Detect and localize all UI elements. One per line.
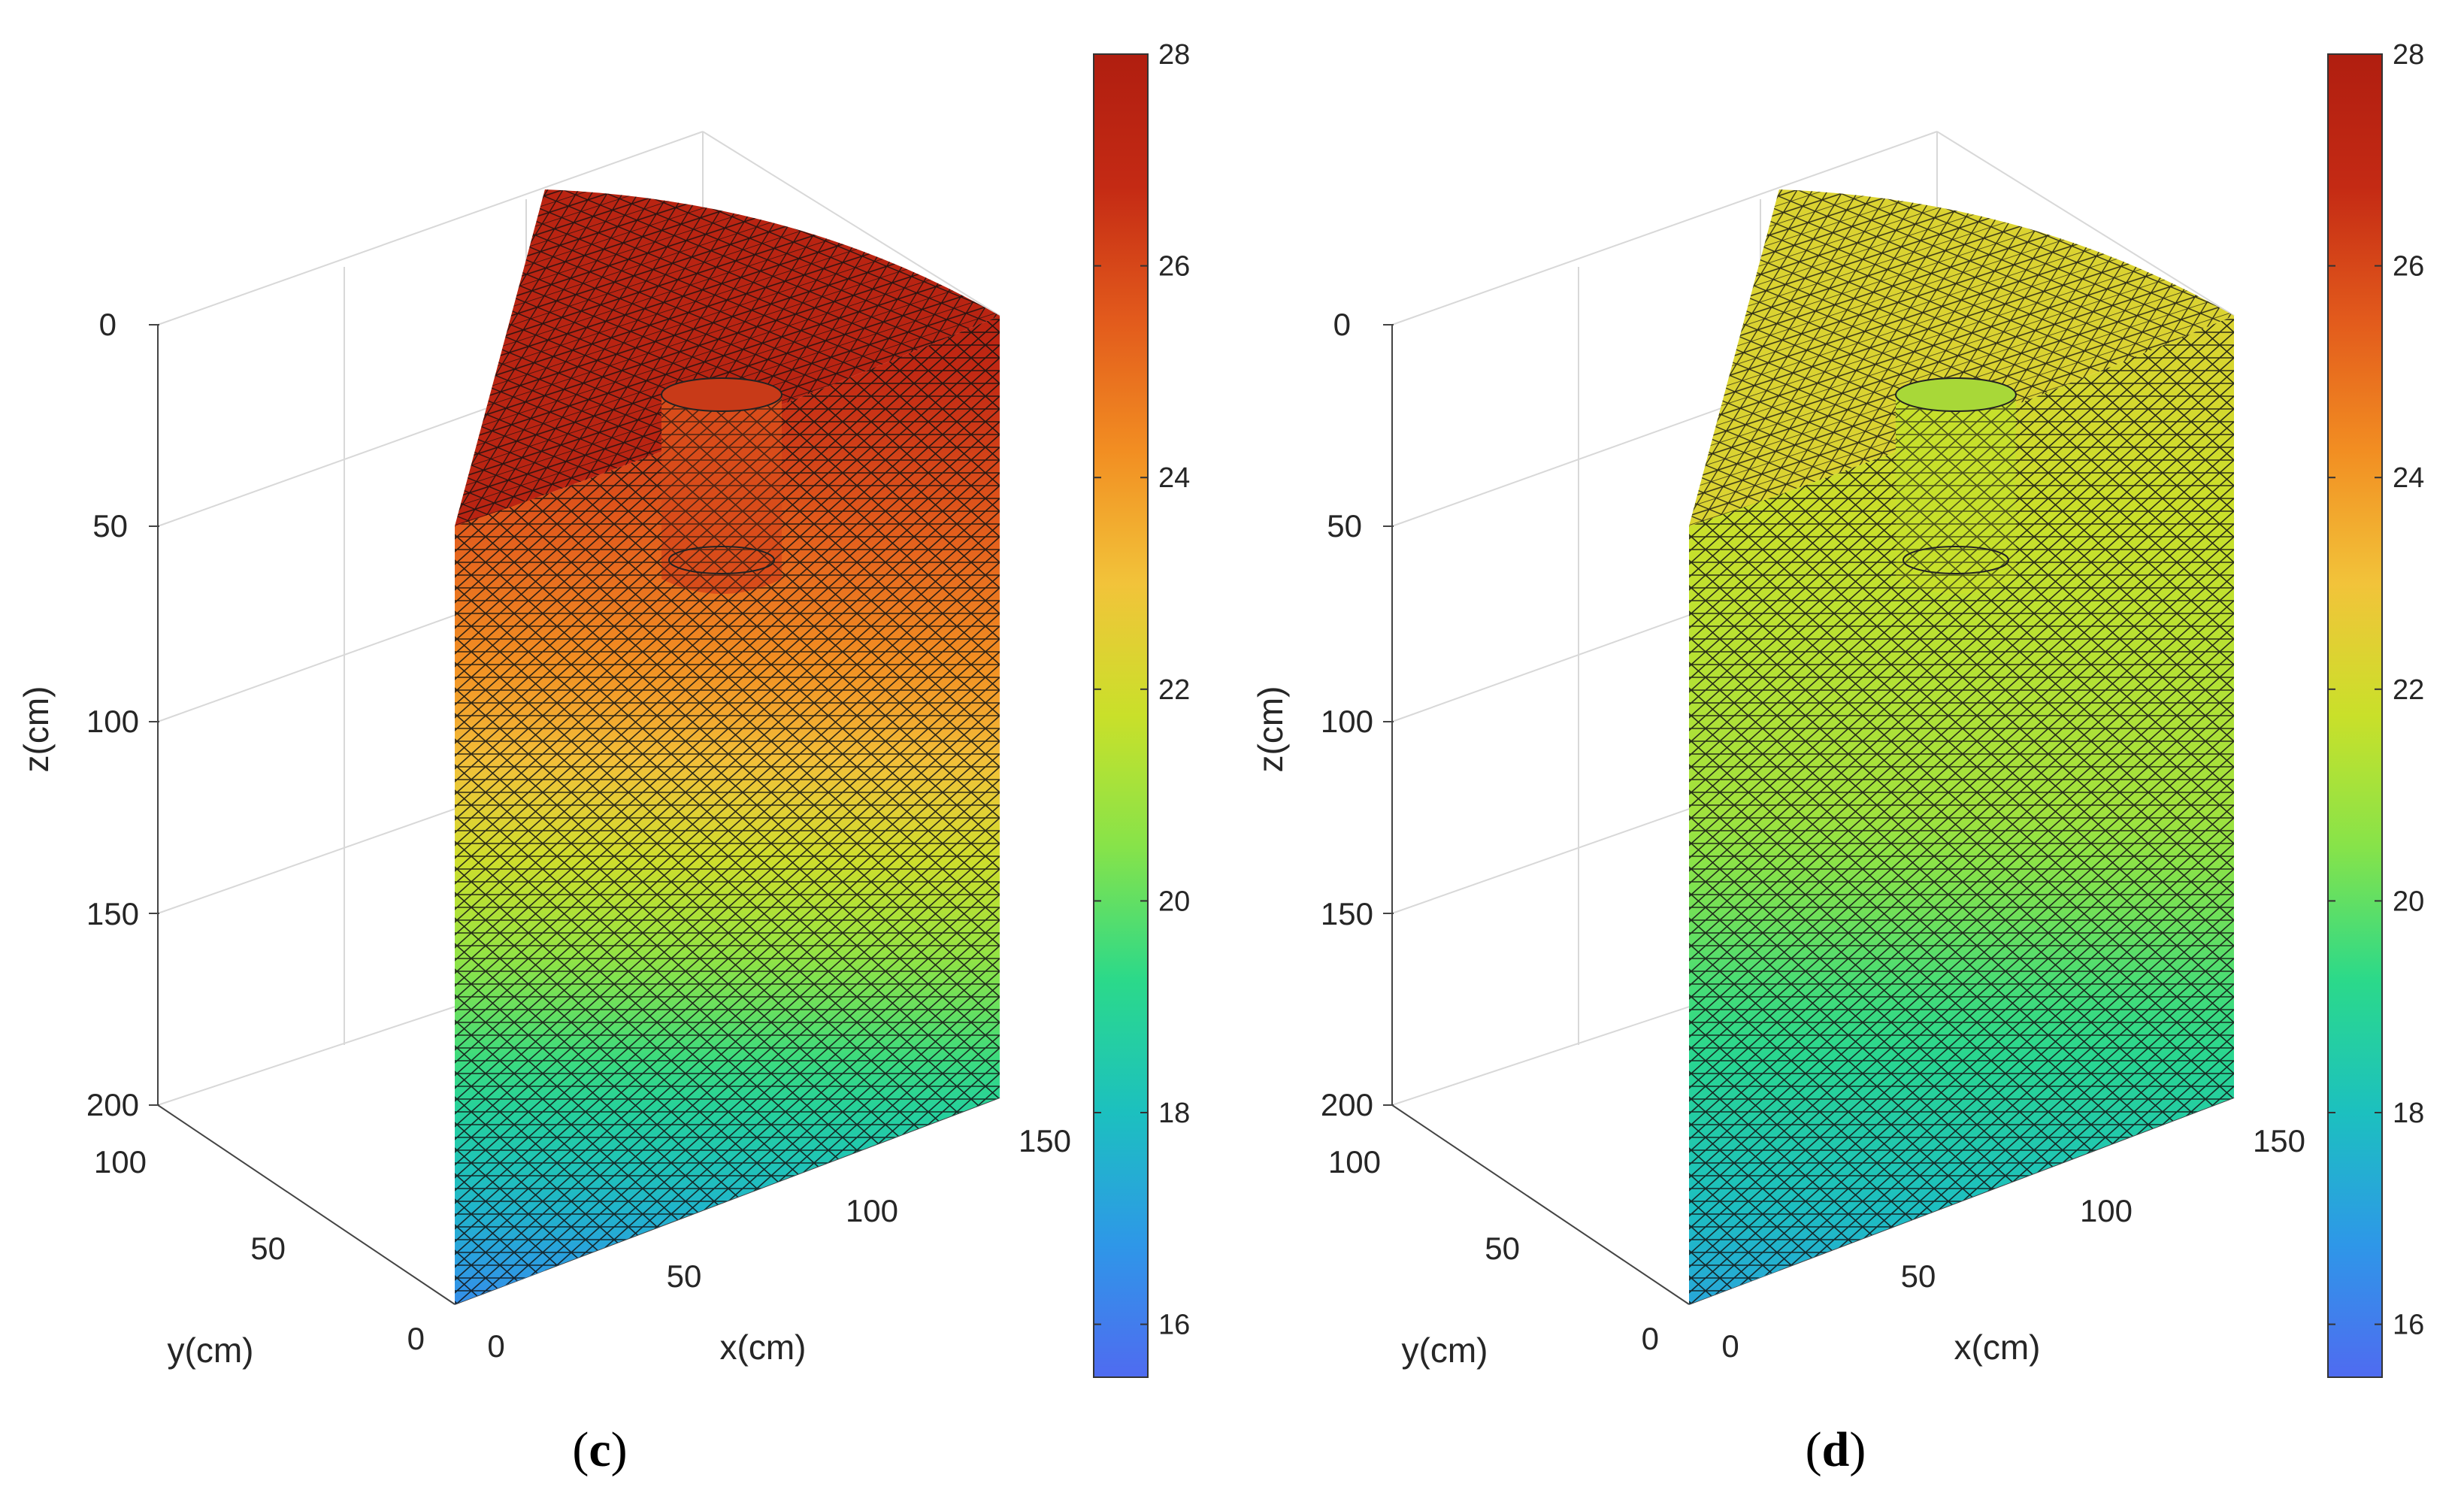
y-tick-100: 100 (1328, 1144, 1381, 1180)
x-tick-50: 50 (667, 1258, 702, 1294)
colorbar-tick-label-22: 22 (2393, 674, 2424, 706)
z-tick-50: 50 (1327, 508, 1362, 544)
z-tick-150: 150 (86, 896, 139, 931)
colorbar: 16 18 20 22 24 26 28 (1093, 39, 1190, 1378)
colorbar-tick-label-24: 24 (2393, 462, 2424, 494)
z-axis-label: z(cm) (1251, 686, 1290, 773)
x-axis-label: x(cm) (720, 1328, 807, 1367)
caption-close-paren: ) (611, 1422, 628, 1477)
colorbar-ticks: 16 18 20 22 24 26 28 (2328, 39, 2424, 1341)
z-tick-0: 0 (99, 307, 117, 342)
z-tick-100: 100 (1321, 704, 1373, 739)
front-face-mesh (455, 316, 1000, 1304)
z-tick-150: 150 (1321, 896, 1373, 931)
caption-open-paren: ( (572, 1422, 589, 1477)
y-tick-100: 100 (94, 1144, 147, 1180)
colorbar-tick-label-16: 16 (2393, 1310, 2424, 1341)
y-tick-50: 50 (250, 1231, 286, 1266)
z-tick-200: 200 (1321, 1087, 1373, 1122)
x-axis-label: x(cm) (1954, 1328, 2041, 1367)
cylinder-pit (661, 377, 782, 594)
colorbar-tick-label-22: 22 (1158, 674, 1190, 706)
colorbar-tick-label-18: 18 (1158, 1098, 1190, 1129)
colorbar-tick-label-28: 28 (1158, 39, 1190, 71)
colorbar-tick-label-18: 18 (2393, 1098, 2424, 1129)
colorbar-tick-label-20: 20 (2393, 886, 2424, 917)
y-axis-label: y(cm) (1402, 1331, 1488, 1370)
colorbar-tick-label-26: 26 (1158, 251, 1190, 283)
front-face-mesh (1689, 316, 2234, 1304)
colorbar-tick-label-16: 16 (1158, 1310, 1190, 1341)
panel-c: 0 50 100 150 200 z(cm) 100 50 0 y(cm) 0 … (17, 39, 1190, 1477)
panel-d: 0 50 100 150 200 z(cm) 100 50 0 y(cm) 0 … (1251, 39, 2424, 1477)
top-face-mesh (1689, 189, 2234, 526)
y-tick-0: 0 (407, 1321, 425, 1356)
y-axis-label: y(cm) (168, 1331, 254, 1370)
colorbar-tick-label-24: 24 (1158, 462, 1190, 494)
y-tick-0: 0 (1642, 1321, 1659, 1356)
y-tick-50: 50 (1485, 1231, 1520, 1266)
x-tick-0: 0 (487, 1328, 504, 1364)
z-axis-label: z(cm) (17, 686, 56, 773)
top-face-mesh (455, 189, 1000, 526)
caption-open-paren: ( (1806, 1422, 1822, 1477)
caption-letter: c (589, 1422, 610, 1477)
panel-caption: (d) (1806, 1422, 1866, 1477)
z-tick-0: 0 (1333, 307, 1351, 342)
z-tick-100: 100 (86, 704, 139, 739)
x-tick-100: 100 (846, 1193, 898, 1228)
x-tick-50: 50 (1901, 1258, 1936, 1294)
caption-letter: d (1822, 1422, 1850, 1477)
z-tick-200: 200 (86, 1087, 139, 1122)
colorbar-tick-label-28: 28 (2393, 39, 2424, 71)
x-tick-150: 150 (2253, 1123, 2305, 1158)
colorbar-ticks: 16 18 20 22 24 26 28 (1094, 39, 1190, 1341)
x-tick-0: 0 (1721, 1328, 1739, 1364)
colorbar-tick-label-26: 26 (2393, 251, 2424, 283)
cylinder-pit (1895, 377, 2017, 594)
caption-close-paren: ) (1849, 1422, 1866, 1477)
colorbar-tick-label-20: 20 (1158, 886, 1190, 917)
x-tick-150: 150 (1019, 1123, 1071, 1158)
z-tick-50: 50 (92, 508, 128, 544)
colorbar: 16 18 20 22 24 26 28 (2327, 39, 2424, 1378)
panel-caption: (c) (572, 1422, 627, 1477)
x-tick-100: 100 (2080, 1193, 2133, 1228)
